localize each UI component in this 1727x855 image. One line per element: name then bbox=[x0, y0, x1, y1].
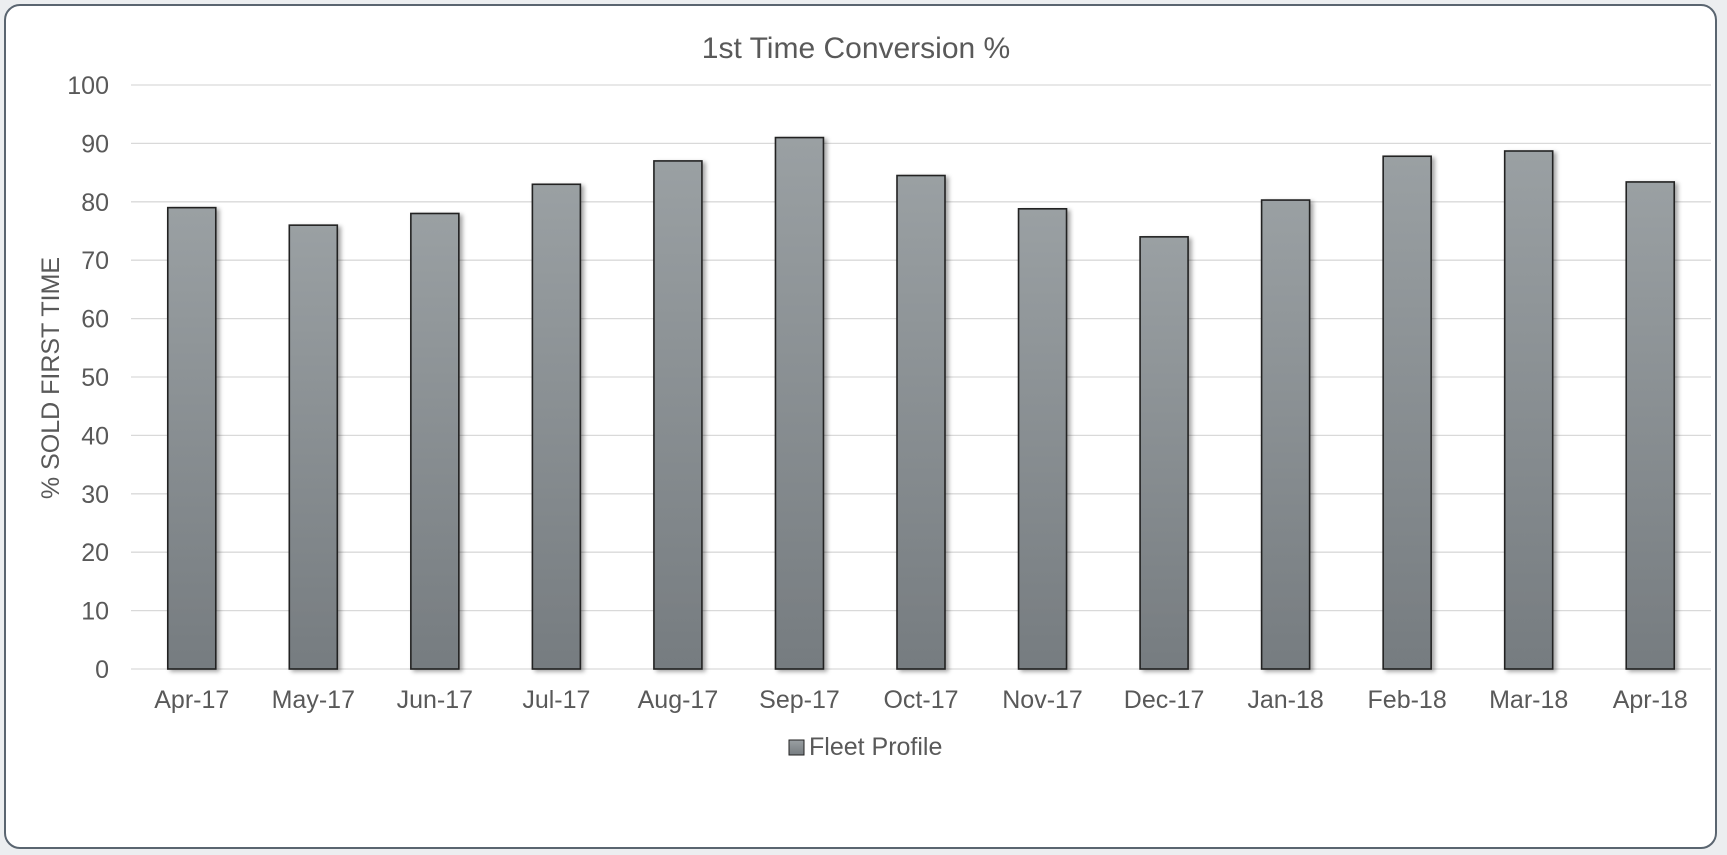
bar-nov-17 bbox=[1017, 208, 1068, 670]
y-tick-label: 90 bbox=[81, 130, 109, 158]
x-tick-label: Jun-17 bbox=[397, 686, 473, 714]
y-axis-label: % SOLD FIRST TIME bbox=[37, 257, 65, 499]
x-tick-label: Jan-18 bbox=[1247, 686, 1323, 714]
legend-label: Fleet Profile bbox=[809, 733, 942, 761]
y-tick-label: 0 bbox=[95, 656, 109, 684]
bar-jan-18 bbox=[1260, 199, 1311, 670]
bar-jul-17 bbox=[531, 183, 582, 670]
x-tick-label: May-17 bbox=[272, 686, 355, 714]
bars bbox=[166, 136, 1676, 670]
x-tick-label: Aug-17 bbox=[638, 686, 719, 714]
bar-oct-17 bbox=[896, 174, 946, 670]
bar-jun-17 bbox=[410, 212, 460, 670]
bar-aug-17 bbox=[653, 160, 703, 670]
y-tick-label: 40 bbox=[81, 422, 109, 450]
x-axis-ticks: Apr-17 May-17 Jun-17 Jul-17 Aug-17 Sep-17 Oct-… bbox=[154, 686, 1688, 714]
bar-apr-17 bbox=[166, 206, 217, 670]
y-axis-ticks: 0 10 20 30 40 50 60 70 80 90 100 bbox=[67, 72, 109, 684]
x-tick-label: Dec-17 bbox=[1124, 686, 1205, 714]
bar-apr-18 bbox=[1625, 181, 1676, 670]
y-tick-label: 80 bbox=[81, 189, 109, 217]
legend: Fleet Profile bbox=[788, 733, 942, 761]
x-tick-label: Sep-17 bbox=[759, 686, 840, 714]
bar-sep-17 bbox=[774, 136, 825, 670]
y-tick-label: 30 bbox=[81, 481, 109, 509]
y-tick-label: 20 bbox=[81, 539, 109, 567]
x-tick-label: Apr-18 bbox=[1613, 686, 1688, 714]
bar-chart: 1st Time Conversion % % SOLD FIRST TIME … bbox=[37, 32, 1711, 761]
x-tick-label: Apr-17 bbox=[154, 686, 229, 714]
legend-swatch bbox=[788, 739, 805, 756]
x-tick-label: Oct-17 bbox=[883, 686, 958, 714]
x-tick-label: Feb-18 bbox=[1368, 686, 1447, 714]
chart-frame: 1st Time Conversion % % SOLD FIRST TIME … bbox=[4, 4, 1717, 849]
y-tick-label: 10 bbox=[81, 598, 109, 626]
x-tick-label: Jul-17 bbox=[522, 686, 590, 714]
bar-mar-18 bbox=[1503, 150, 1554, 670]
y-tick-label: 60 bbox=[81, 306, 109, 334]
y-tick-label: 50 bbox=[81, 364, 109, 392]
x-tick-label: Nov-17 bbox=[1002, 686, 1083, 714]
x-tick-label: Mar-18 bbox=[1489, 686, 1568, 714]
y-tick-label: 100 bbox=[67, 72, 109, 100]
y-tick-label: 70 bbox=[81, 247, 109, 275]
bar-feb-18 bbox=[1382, 155, 1432, 670]
chart-title: 1st Time Conversion % bbox=[702, 32, 1010, 65]
bar-may-17 bbox=[288, 224, 339, 670]
bar-dec-17 bbox=[1139, 236, 1189, 670]
